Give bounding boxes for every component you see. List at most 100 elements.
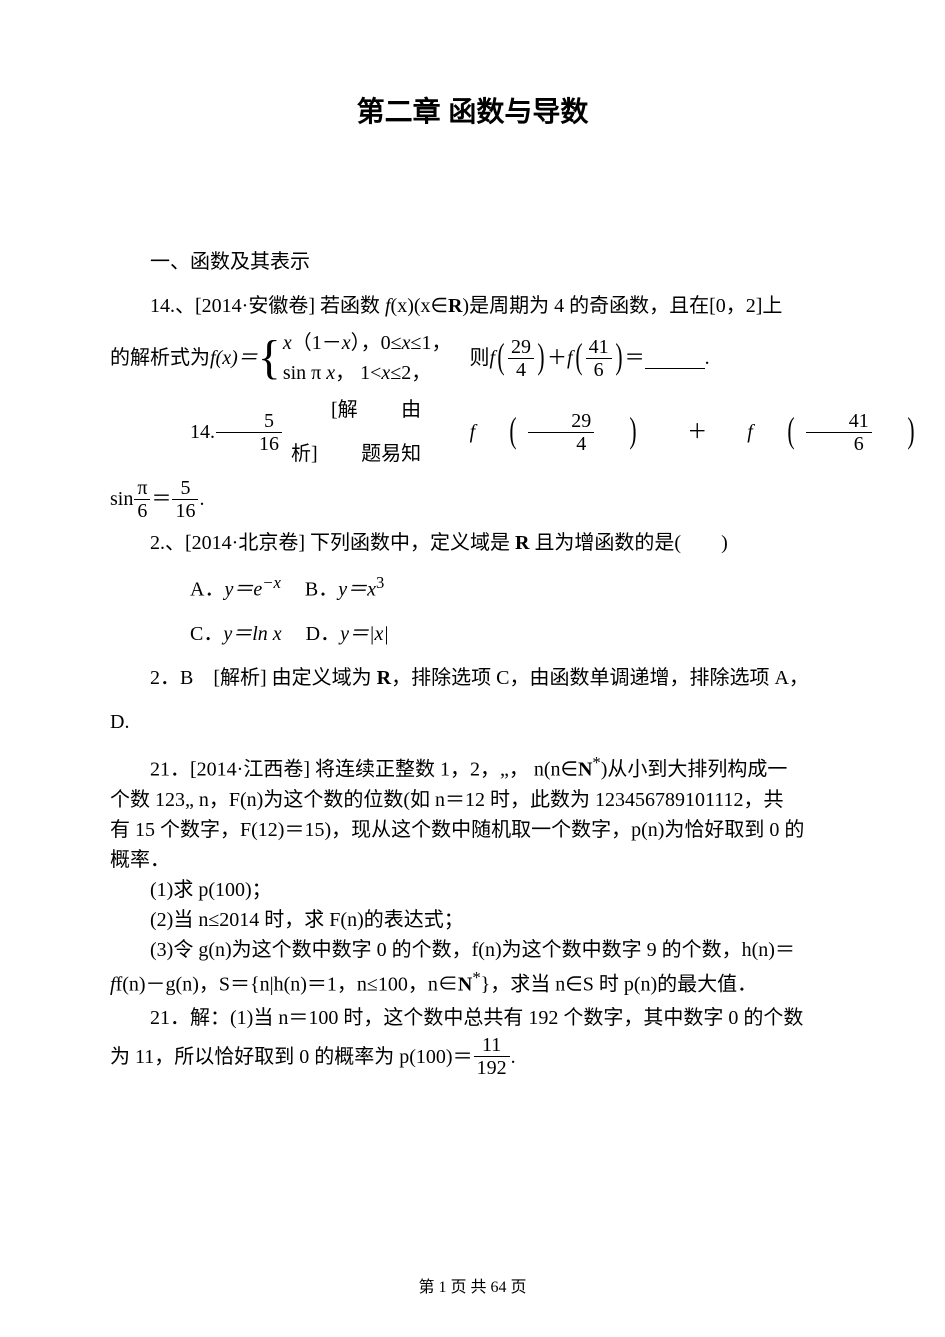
den: 6 bbox=[134, 500, 150, 521]
a2-prefix: 2．B bbox=[150, 667, 213, 689]
case1: x（1－x），0≤x≤1， bbox=[283, 328, 452, 358]
num: 29 bbox=[508, 337, 534, 359]
den: 4 bbox=[508, 359, 534, 380]
q21-l7: (3)令 g(n)为这个数中数字 0 的个数，f(n)为这个数中数字 9 的个数… bbox=[110, 935, 835, 965]
period: . bbox=[705, 336, 710, 380]
sin: sin bbox=[110, 477, 133, 521]
q14-fxeq: f(x)＝ bbox=[210, 336, 258, 380]
q2-optAB: A．y＝e−x B．y＝x3 bbox=[110, 565, 835, 612]
optC-label: C． bbox=[190, 623, 223, 645]
eq: ＝ bbox=[151, 477, 171, 521]
optA-label: A． bbox=[190, 579, 224, 601]
den: 6 bbox=[806, 433, 872, 454]
num: 5 bbox=[216, 411, 282, 433]
q2-optCD: C．y＝ln x D．y＝|x| bbox=[110, 612, 835, 656]
frac-pi-6: π6 bbox=[134, 478, 150, 521]
q2-pre: 2.、[2014·北京卷] 下列函数中，定义域是 bbox=[150, 532, 515, 554]
page: 第二章 函数与导数 一、函数及其表示 14.、[2014·安徽卷] 若函数 f(… bbox=[0, 0, 945, 1337]
body-text: 一、函数及其表示 14.、[2014·安徽卷] 若函数 f(x)(x∈R)是周期… bbox=[110, 240, 835, 1079]
q21-l8: ff(n)－g(n)，S＝{n|h(n)＝1，n≤100，n∈N*}，求当 n∈… bbox=[110, 965, 835, 1000]
num: 5 bbox=[172, 478, 198, 500]
den: 16 bbox=[172, 500, 198, 521]
q21-l4: 概率． bbox=[110, 845, 835, 875]
num: 11 bbox=[474, 1035, 510, 1057]
a2-line1: 2．B [解析] 由定义域为 R，排除选项 C，由函数单调递增，排除选项 A， bbox=[110, 656, 835, 700]
page-footer: 第 1 页 共 64 页 bbox=[0, 1273, 945, 1297]
optB-math: y＝x bbox=[338, 579, 376, 601]
optB-sup: 3 bbox=[376, 573, 384, 592]
frac-29-4: 294 bbox=[508, 337, 534, 380]
answer-blank bbox=[645, 348, 705, 369]
num: 41 bbox=[806, 411, 872, 433]
a14-t1: 由题易知 bbox=[361, 388, 430, 476]
optC-math: y＝ln x bbox=[223, 623, 281, 645]
set-N: N bbox=[458, 973, 472, 995]
q21-l1: 21．[2014·江西卷] 将连续正整数 1，2，„， n(n∈N*)从小到大排… bbox=[110, 750, 835, 785]
frac: 294 bbox=[528, 411, 594, 454]
a14-prefix: 14. bbox=[150, 410, 215, 454]
star: * bbox=[592, 753, 600, 772]
f2: f bbox=[567, 336, 573, 380]
cases: x（1－x），0≤x≤1， sin π x， 1<x≤2， bbox=[283, 328, 452, 388]
a14-line2: sin π6 ＝ 516. bbox=[110, 476, 835, 521]
t: 为 11，所以恰好取到 0 的概率为 p(100)＝ bbox=[110, 1035, 473, 1079]
dot: . bbox=[511, 1035, 516, 1079]
den: 4 bbox=[528, 433, 594, 454]
f: f bbox=[707, 410, 753, 454]
piecewise: { x（1－x），0≤x≤1， sin π x， 1<x≤2， bbox=[258, 328, 452, 388]
frac: 416 bbox=[806, 411, 872, 454]
eq: ＝ bbox=[625, 336, 645, 380]
q21-block: 21．[2014·江西卷] 将连续正整数 1，2，„， n(n∈N*)从小到大排… bbox=[110, 750, 835, 999]
plus: ＋ bbox=[647, 410, 707, 454]
q21-l6: (2)当 n≤2014 时，求 F(n)的表达式； bbox=[110, 905, 835, 935]
num: 29 bbox=[528, 411, 594, 433]
a2-pre: 由定义域为 bbox=[267, 667, 377, 689]
case2: sin π x， 1<x≤2， bbox=[283, 358, 452, 388]
q14-line2: 的解析式为 f(x)＝ { x（1－x），0≤x≤1， sin π x， 1<x… bbox=[110, 328, 835, 388]
t: )从小到大排列构成一 bbox=[601, 759, 788, 781]
t: f(n)－g(n)，S＝{n|h(n)＝1，n≤100，n∈ bbox=[116, 973, 458, 995]
set-N: N bbox=[578, 759, 592, 781]
a14-line1: 14.516 [解析] 由题易知 f(294) ＋ f(416) ＝ f(−34… bbox=[110, 388, 835, 476]
optA-math: y＝e bbox=[224, 579, 262, 601]
optD-math: y＝|x| bbox=[340, 623, 389, 645]
left-brace-icon: { bbox=[258, 336, 281, 379]
num: π bbox=[134, 478, 150, 500]
q14-xinr: (x)(x∈ bbox=[391, 295, 448, 317]
a2-line2: D. bbox=[110, 700, 835, 744]
dot: . bbox=[199, 477, 204, 521]
plus: ＋ bbox=[547, 336, 567, 380]
star: * bbox=[472, 968, 480, 987]
eq: ＝ bbox=[925, 410, 945, 454]
a2-post: ，排除选项 C，由函数单调递增，排除选项 A， bbox=[391, 667, 809, 689]
den: 16 bbox=[216, 433, 282, 454]
den: 192 bbox=[474, 1057, 510, 1078]
set-R: R bbox=[515, 532, 529, 554]
frac-41-6: 416 bbox=[586, 337, 612, 380]
a21-l1: 21．解：(1)当 n＝100 时，这个数中总共有 192 个数字，其中数字 0… bbox=[110, 1003, 835, 1033]
num: 41 bbox=[586, 337, 612, 359]
q14-l2-pre: 的解析式为 bbox=[110, 336, 210, 380]
then: 则 bbox=[469, 336, 489, 380]
optA-sup: −x bbox=[262, 573, 281, 592]
frac-11-192: 11192 bbox=[474, 1035, 510, 1078]
f: f bbox=[430, 410, 476, 454]
optB-label: B． bbox=[305, 579, 338, 601]
a2-label: [解析] bbox=[213, 667, 266, 689]
f1: f bbox=[489, 336, 495, 380]
q21-l2: 个数 123„ n，F(n)为这个数的位数(如 n＝12 时，此数为 12345… bbox=[110, 785, 835, 815]
set-R: R bbox=[377, 667, 391, 689]
q14-line1: 14.、[2014·安徽卷] 若函数 f(x)(x∈R)是周期为 4 的奇函数，… bbox=[110, 284, 835, 328]
section-heading: 一、函数及其表示 bbox=[110, 240, 835, 284]
t: }，求当 n∈S 时 p(n)的最大值． bbox=[481, 973, 757, 995]
frac-5-16b: 516 bbox=[172, 478, 198, 521]
q2-stem: 2.、[2014·北京卷] 下列函数中，定义域是 R 且为增函数的是( ) bbox=[110, 521, 835, 565]
optD-label: D． bbox=[306, 623, 340, 645]
den: 6 bbox=[586, 359, 612, 380]
q21-l3: 有 15 个数字，F(12)＝15)，现从这个数中随机取一个数字，p(n)为恰好… bbox=[110, 815, 835, 845]
analysis-label: [解析] bbox=[291, 388, 358, 476]
q21-l5: (1)求 p(100)； bbox=[110, 875, 835, 905]
q2-post: 且为增函数的是( ) bbox=[529, 532, 727, 554]
t: 21．[2014·江西卷] 将连续正整数 1，2，„， n(n∈ bbox=[150, 759, 578, 781]
set-R: R bbox=[448, 295, 462, 317]
